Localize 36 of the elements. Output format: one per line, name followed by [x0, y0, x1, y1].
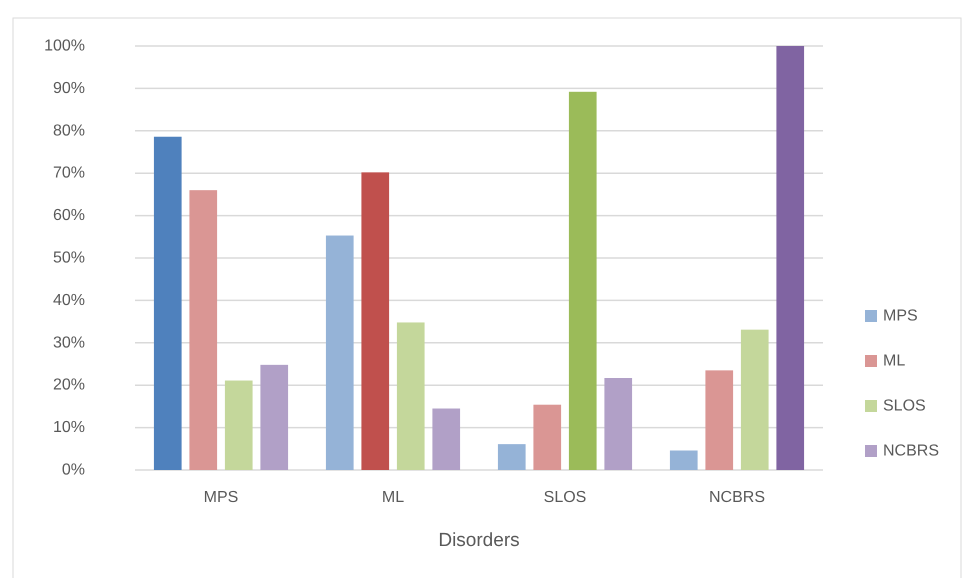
y-tick-label: 30%: [52, 334, 85, 352]
y-tick-label: 80%: [52, 122, 85, 140]
bar: [432, 408, 460, 470]
legend-label: ML: [883, 352, 906, 370]
y-tick-label: 10%: [52, 419, 85, 436]
y-tick-label: 60%: [52, 207, 85, 224]
y-tick-label: 20%: [52, 376, 85, 394]
bar: [361, 172, 390, 470]
bar: [705, 370, 734, 470]
bar: [740, 330, 769, 470]
bar: [604, 378, 632, 470]
y-tick-label: 90%: [52, 80, 85, 97]
x-axis-title: Disorders: [438, 530, 520, 551]
y-tick-label: 50%: [52, 250, 85, 266]
bar: [224, 380, 253, 470]
bar: [568, 92, 597, 470]
bar: [154, 136, 182, 470]
bar: [498, 444, 526, 470]
bar: [326, 236, 354, 470]
x-tick-label: SLOS: [544, 489, 586, 506]
bar: [189, 190, 218, 470]
x-tick-label: NCBRS: [708, 489, 766, 506]
x-tick-label: ML: [382, 489, 404, 506]
bar: [260, 364, 288, 470]
legend-label: SLOS: [883, 398, 926, 414]
x-tick-label: MPS: [204, 489, 238, 506]
y-tick-label: 70%: [52, 164, 85, 182]
bar: [396, 322, 425, 470]
bar: [533, 404, 562, 470]
y-tick-label: 100%: [44, 38, 85, 54]
bar: [776, 46, 804, 470]
y-tick-label: 0%: [62, 462, 85, 478]
legend-label: NCBRS: [883, 442, 940, 460]
legend-label: MPS: [883, 308, 918, 324]
bar: [670, 450, 698, 470]
y-tick-label: 40%: [52, 292, 85, 309]
